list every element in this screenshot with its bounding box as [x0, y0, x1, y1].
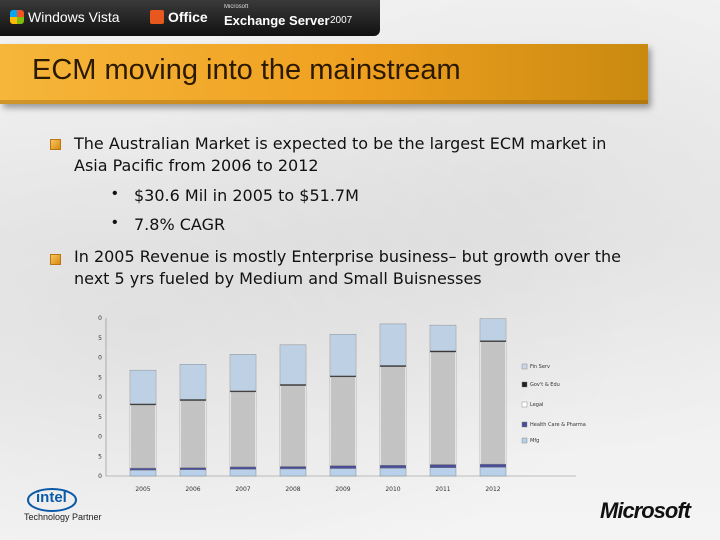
- bar-segment: [379, 467, 407, 477]
- legend-label: Fin Serv: [530, 364, 550, 370]
- office-brand: Office: [168, 9, 208, 25]
- bar-segment: [429, 351, 457, 465]
- y-tick-label: 5: [98, 453, 102, 460]
- bar-segment: [129, 467, 157, 471]
- sub-bullet-1: $30.6 Mil in 2005 to $51.7M: [134, 186, 359, 205]
- bullet-1-line-2: Asia Pacific from 2006 to 2012: [74, 156, 319, 175]
- bullet-1-line-1: The Australian Market is expected to be …: [74, 134, 607, 153]
- bar-segment: [379, 366, 407, 466]
- sub-bullet-2: 7.8% CAGR: [134, 215, 226, 234]
- bar-segment: [179, 467, 207, 470]
- bar-segment: [379, 465, 407, 469]
- bar-segment: [479, 341, 507, 465]
- title-band: [0, 44, 648, 104]
- bar-segment: [229, 466, 257, 470]
- sub-bullet-dot-icon: •: [112, 214, 118, 231]
- bar-segment: [279, 468, 307, 477]
- x-tick-label: 2011: [435, 486, 450, 493]
- legend-swatch: [521, 363, 528, 370]
- bullet-2-line-2: next 5 yrs fueled by Medium and Small Bu…: [74, 269, 482, 288]
- bar-segment: [229, 391, 257, 468]
- bar-segment: [179, 400, 207, 468]
- intel-swoosh-icon: [27, 488, 77, 512]
- bar-segment: [179, 364, 207, 400]
- x-tick-label: 2007: [235, 486, 250, 493]
- legend-swatch: [521, 437, 528, 444]
- bar-segment: [329, 465, 357, 469]
- bar-segment: [229, 354, 257, 391]
- y-tick-label: 30: [98, 355, 102, 362]
- bar-segment: [479, 467, 507, 477]
- legend-label: Mfg: [530, 438, 539, 444]
- y-tick-label: 0: [98, 473, 102, 480]
- office-logo-icon: [150, 10, 164, 24]
- y-tick-label: 40: [98, 315, 102, 322]
- bar-segment: [429, 324, 457, 351]
- bullet-square-icon: [50, 139, 61, 150]
- intel-wordmark: intel: [36, 489, 67, 506]
- bar-segment: [279, 385, 307, 467]
- legend-swatch: [521, 421, 528, 428]
- microsoft-logo: Microsoft: [600, 498, 691, 523]
- bar-segment: [379, 323, 407, 366]
- x-tick-label: 2006: [185, 486, 200, 493]
- slide-title: ECM moving into the mainstream: [32, 54, 461, 86]
- bar-segment: [129, 404, 157, 469]
- bar-segment: [479, 318, 507, 341]
- x-tick-label: 2010: [385, 486, 400, 493]
- y-tick-label: 10: [98, 434, 102, 441]
- sub-bullet-dot-icon: •: [112, 185, 118, 202]
- y-tick-label: 15: [98, 414, 102, 421]
- bar-segment: [429, 467, 457, 477]
- title-band-shadow: [0, 100, 648, 104]
- bar-segment: [479, 463, 507, 468]
- bar-segment: [329, 468, 357, 477]
- bar-segment: [129, 469, 157, 477]
- exchange-server-brand: Exchange Server: [224, 13, 330, 28]
- bar-segment: [279, 344, 307, 385]
- legend-swatch: [521, 401, 528, 408]
- bar-segment: [279, 466, 307, 470]
- bullet-2-line-1: In 2005 Revenue is mostly Enterprise bus…: [74, 247, 622, 266]
- x-tick-label: 2005: [135, 486, 150, 493]
- exchange-year: 2007: [330, 15, 353, 26]
- product-bar: Windows Vista Office Microsoft Exchange …: [0, 0, 380, 36]
- legend-label: Legal: [530, 402, 543, 408]
- legend-label: Gov't & Edu: [530, 382, 560, 388]
- legend-swatch: [521, 381, 528, 388]
- bar-segment: [329, 376, 357, 466]
- bar-segment: [329, 333, 357, 376]
- intel-technology-partner-logo: intel Technology Partner: [22, 486, 102, 526]
- x-tick-label: 2009: [335, 486, 350, 493]
- intel-partner-label: Technology Partner: [24, 512, 102, 522]
- y-tick-label: 25: [98, 374, 102, 381]
- y-tick-label: 35: [98, 335, 102, 342]
- y-tick-label: 20: [98, 394, 102, 401]
- bar-segment: [229, 469, 257, 477]
- bar-segment: [179, 469, 207, 477]
- exchange-microsoft-label: Microsoft: [224, 4, 249, 10]
- legend-label: Health Care & Pharma: [530, 422, 586, 428]
- windows-vista-brand: Windows Vista: [28, 9, 120, 25]
- x-tick-label: 2012: [485, 486, 500, 493]
- windows-flag-icon: [10, 10, 24, 24]
- bar-segment: [429, 464, 457, 468]
- bar-segment: [129, 369, 157, 404]
- revenue-chart: 0 5 10 15 20 25 30 35 40 2005 2006 2007 2008 2009 2010…: [98, 315, 586, 493]
- x-tick-label: 2008: [285, 486, 300, 493]
- bullet-square-icon: [50, 254, 61, 265]
